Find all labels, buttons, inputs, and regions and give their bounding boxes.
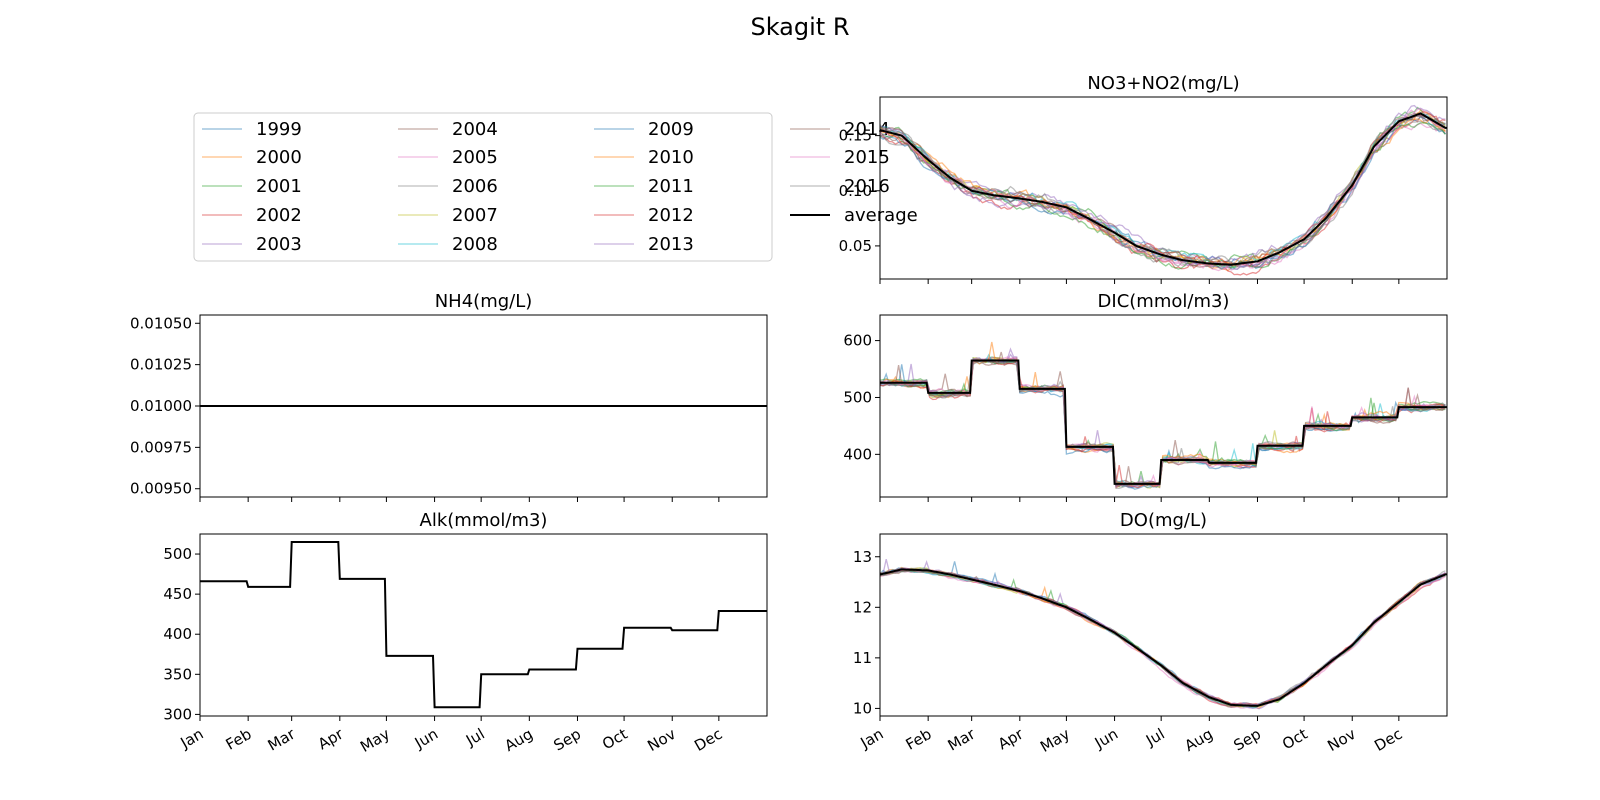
ytick-label-alk: 350: [163, 665, 192, 683]
series-alk-average: [200, 541, 767, 709]
legend-label: 2015: [844, 147, 890, 168]
legend: 1999 2000 2001 2002 2003 2004 2005 2006 2007 2008…: [193, 112, 918, 262]
ytick-label-dic: 400: [843, 445, 872, 463]
ytick-label-do: 12: [853, 598, 872, 616]
legend-label: 2010: [648, 147, 694, 168]
legend-label: average: [844, 205, 918, 226]
legend-entry: 2009: [594, 119, 694, 140]
ytick-label-nh4: 0.01050: [130, 314, 192, 332]
axes-frame-dic: [879, 314, 1448, 498]
ytick-label-do: 13: [853, 548, 872, 566]
ytick-label-nh4: 0.01025: [130, 356, 192, 374]
legend-entry: 2004: [398, 119, 498, 140]
ytick-label-nh4: 0.01000: [130, 397, 192, 415]
series-group-dic: [880, 341, 1447, 490]
figure-title: Skagit R: [750, 13, 849, 41]
legend-label: 2011: [648, 176, 694, 197]
axes-frame-no3: [879, 96, 1448, 280]
legend-entry: 2012: [594, 205, 694, 226]
legend-label: 2007: [452, 205, 498, 226]
legend-label: 2006: [452, 176, 498, 197]
series-dic-average: [880, 359, 1447, 485]
legend-entry: 1999: [202, 119, 302, 140]
legend-label: 2000: [256, 147, 302, 168]
legend-entry: 2007: [398, 205, 498, 226]
legend-entry: 2001: [202, 176, 302, 197]
ytick-label-alk: 500: [163, 545, 192, 563]
legend-label: 2002: [256, 205, 302, 226]
ytick-label-no3: 0.05: [839, 237, 872, 255]
legend-entry: 2000: [202, 147, 302, 168]
panel-title-dic: DIC(mmol/m3): [1098, 291, 1230, 312]
legend-entry: 2014: [790, 119, 890, 140]
ytick-label-nh4: 0.00950: [130, 480, 192, 498]
ytick-label-alk: 450: [163, 585, 192, 603]
ytick-label-alk: 300: [163, 705, 192, 723]
legend-entry: 2002: [202, 205, 302, 226]
ytick-label-alk: 400: [163, 625, 192, 643]
ytick-label-do: 10: [853, 699, 872, 717]
panel-title-do: DO(mg/L): [1120, 510, 1207, 531]
ytick-label-dic: 600: [843, 332, 872, 350]
axes-frame-do: [879, 533, 1448, 717]
series-group-no3: [880, 104, 1447, 276]
legend-entry: 2016: [790, 176, 890, 197]
panel-no3: NO3+NO2(mg/L) 0.05 0.10 0.15: [839, 73, 1448, 284]
legend-entry: 2010: [594, 147, 694, 168]
legend-entry: 2006: [398, 176, 498, 197]
legend-entry: 2015: [790, 147, 890, 168]
series-no3-2008: [880, 112, 1446, 270]
legend-label: 1999: [256, 119, 302, 140]
legend-entry: 2003: [202, 234, 302, 255]
ytick-label-no3: 0.15: [839, 127, 872, 145]
series-group-do: [880, 558, 1447, 710]
panel-title-no3: NO3+NO2(mg/L): [1087, 73, 1239, 94]
ytick-label-do: 11: [853, 649, 872, 667]
legend-entry: 2013: [594, 234, 694, 255]
legend-label: 2012: [648, 205, 694, 226]
legend-entry: 2008: [398, 234, 498, 255]
series-no3-average: [880, 112, 1447, 266]
ytick-label-nh4: 0.00975: [130, 438, 192, 456]
ytick-label-no3: 0.10: [839, 182, 872, 200]
ytick-label-dic: 500: [843, 388, 872, 406]
legend-label: 2013: [648, 234, 694, 255]
series-no3-2014: [880, 114, 1446, 268]
legend-label: 2008: [452, 234, 498, 255]
legend-label: 2005: [452, 147, 498, 168]
legend-entry: 2005: [398, 147, 498, 168]
legend-entry: average: [790, 205, 918, 226]
series-do-2005: [880, 569, 1446, 709]
panel-title-alk: Alk(mmol/m3): [420, 510, 548, 531]
legend-frame: [193, 112, 773, 262]
legend-entry: 2011: [594, 176, 694, 197]
panel-nh4: NH4(mg/L) 0.00950 0.00975 0.01000 0.01025 0.0…: [130, 291, 768, 502]
axes-frame-alk: [199, 533, 768, 717]
legend-label: 2004: [452, 119, 498, 140]
legend-label: 2009: [648, 119, 694, 140]
panel-title-nh4: NH4(mg/L): [435, 291, 533, 312]
legend-label: 2014: [844, 119, 890, 140]
legend-label: 2001: [256, 176, 302, 197]
series-group-alk: [200, 541, 767, 709]
panel-dic: DIC(mmol/m3) 400 500 600: [843, 291, 1448, 502]
series-do-average: [880, 568, 1447, 707]
legend-label: 2016: [844, 176, 890, 197]
legend-label: 2003: [256, 234, 302, 255]
